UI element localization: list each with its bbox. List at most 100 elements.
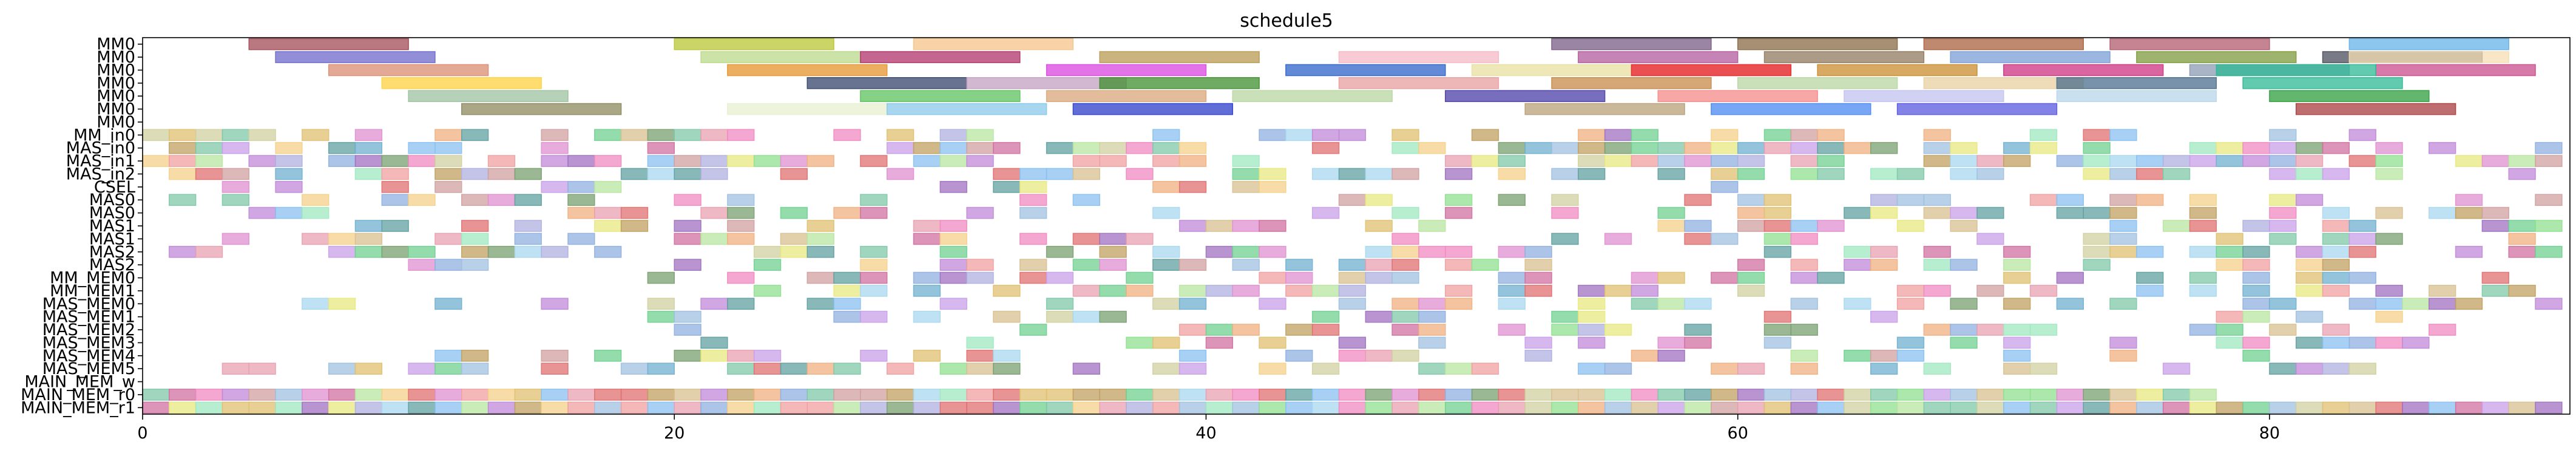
task-bar (1152, 141, 1180, 154)
task-bar (1737, 155, 1765, 167)
task-bar (434, 349, 462, 362)
task-bar (727, 401, 755, 414)
task-bar (541, 141, 569, 154)
task-bar (780, 206, 808, 219)
task-bar (2481, 155, 2509, 167)
task-bar (2295, 401, 2324, 414)
task-bar (1631, 271, 1659, 284)
task-bar (2269, 90, 2430, 103)
task-bar (1657, 336, 1685, 349)
task-bar (727, 129, 755, 141)
task-bar (541, 129, 569, 141)
task-bar (381, 77, 542, 89)
task-bar (1471, 389, 1499, 401)
task-bar (1950, 324, 1978, 336)
y-tick-label: MM0 (96, 61, 135, 80)
task-bar (2216, 155, 2243, 167)
task-bar (408, 401, 436, 414)
task-bar (1631, 401, 1659, 414)
task-bar (647, 389, 675, 401)
task-bar (1178, 298, 1207, 310)
task-bar (939, 181, 967, 193)
task-bar (1631, 129, 1659, 141)
task-bar (1923, 38, 2084, 50)
y-tick-label: MM_MEM1 (50, 282, 135, 301)
task-bar (1950, 336, 1978, 349)
chart-title: schedule5 (1240, 10, 1333, 32)
task-bar (647, 129, 675, 141)
task-bar (354, 401, 383, 414)
task-bar (1418, 141, 1446, 154)
y-tick-label: MM_MEM0 (50, 269, 135, 288)
task-bar (1844, 245, 1871, 258)
task-bar (195, 129, 223, 141)
task-bar (1737, 389, 1765, 401)
task-bar (594, 206, 622, 219)
task-bar (1099, 389, 1127, 401)
task-bar (806, 245, 834, 258)
task-bar (461, 220, 489, 232)
task-bar (1471, 363, 1499, 375)
task-bar (1657, 298, 1685, 310)
task-bar (408, 155, 436, 167)
task-bar (886, 389, 914, 401)
task-bar (248, 363, 276, 375)
task-bar (381, 181, 409, 193)
task-bar (1072, 401, 1100, 414)
task-bar (248, 129, 276, 141)
task-bar (806, 233, 834, 245)
task-bar (2242, 271, 2270, 284)
task-bar (434, 259, 462, 271)
task-bar (860, 401, 888, 414)
task-bar (1578, 155, 1606, 167)
task-bar (1684, 141, 1712, 154)
task-bar (461, 233, 489, 245)
task-bar (594, 181, 622, 193)
task-bar (1604, 324, 1632, 336)
task-bar (248, 155, 276, 167)
task-bar (2109, 129, 2137, 141)
task-bar (806, 298, 834, 310)
task-bar (886, 363, 914, 375)
task-bar (1338, 51, 1499, 63)
task-bar (2375, 141, 2403, 154)
task-bar (461, 194, 489, 206)
task-bar (1844, 349, 1871, 362)
task-bar (966, 206, 994, 219)
task-bar (1099, 77, 1260, 89)
task-bar (248, 401, 276, 414)
task-bar (939, 298, 967, 310)
task-bar (1338, 389, 1367, 401)
task-bar (2269, 168, 2297, 180)
task-bar (1684, 389, 1712, 401)
task-bar (2083, 141, 2111, 154)
task-bar (1578, 298, 1606, 310)
task-bar (541, 389, 569, 401)
task-bar (700, 401, 728, 414)
task-bar (1976, 324, 2004, 336)
task-bar (1950, 259, 1978, 271)
task-bar (2455, 401, 2483, 414)
task-bar (966, 363, 994, 375)
task-bar (1285, 129, 1313, 141)
task-bar (886, 129, 914, 141)
task-bar (195, 245, 223, 258)
task-bar (541, 245, 569, 258)
task-bar (1232, 155, 1260, 167)
task-bar (434, 298, 462, 310)
task-bar (2295, 363, 2324, 375)
task-bar (1896, 389, 1925, 401)
task-bar (1976, 233, 2004, 245)
task-bar (1524, 259, 1552, 271)
task-bar (1019, 401, 1047, 414)
x-tick-label: 60 (1728, 424, 1748, 443)
task-bar (2348, 155, 2376, 167)
task-bar (1391, 245, 1419, 258)
task-bar (2508, 401, 2536, 414)
task-bar (1790, 129, 1818, 141)
task-bar (1790, 155, 1818, 167)
task-bar (381, 194, 409, 206)
task-bar (1923, 363, 1951, 375)
task-bar (1763, 194, 1792, 206)
task-bar (1099, 141, 1127, 154)
